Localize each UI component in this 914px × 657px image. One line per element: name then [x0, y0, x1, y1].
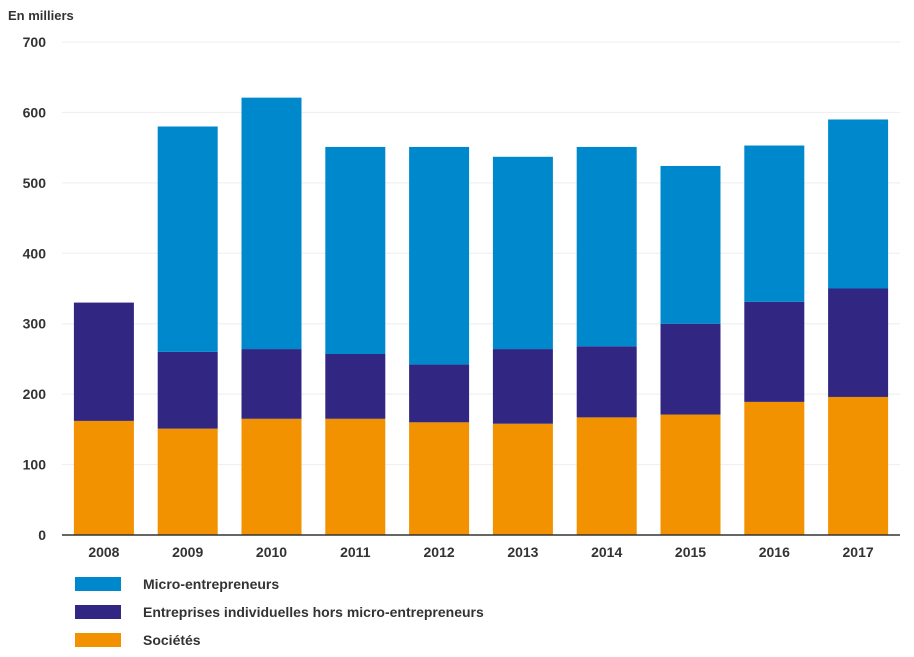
bar-2012-series-0	[409, 422, 470, 535]
bar-2013-series-1	[492, 349, 553, 424]
y-tick-label: 500	[23, 175, 47, 191]
y-tick-label: 200	[23, 386, 47, 402]
x-tick-label: 2011	[340, 544, 371, 560]
y-tick-labels: 0 100 200 300 400 500 600 700	[23, 34, 47, 543]
bar-2016-series-0	[744, 401, 805, 535]
x-tick-label: 2016	[759, 544, 790, 560]
bar-2016-series-1	[744, 301, 805, 402]
legend-swatch	[75, 577, 121, 591]
x-tick-label: 2013	[507, 544, 538, 560]
legend: Micro-entrepreneurs Entreprises individue…	[75, 576, 484, 648]
legend-swatch	[75, 605, 121, 619]
bar-2015-series-2	[660, 165, 721, 324]
x-tick-labels: 2008 2009 2010 2011 2012 2013 2014 2015 2016 2017	[88, 544, 874, 560]
x-tick-label: 2008	[88, 544, 119, 560]
x-tick-label: 2010	[256, 544, 287, 560]
bar-2013-series-2	[492, 156, 553, 350]
x-tick-label: 2009	[172, 544, 203, 560]
y-tick-label: 0	[38, 527, 46, 543]
x-tick-label: 2015	[675, 544, 706, 560]
x-tick-label: 2014	[591, 544, 622, 560]
bar-2010-series-0	[241, 418, 302, 535]
x-tick-label: 2012	[424, 544, 455, 560]
bar-2009-series-2	[157, 126, 218, 352]
bar-2010-series-1	[241, 349, 302, 419]
y-tick-label: 300	[23, 316, 47, 332]
legend-swatch	[75, 633, 121, 647]
bar-2011-series-0	[325, 418, 386, 535]
bar-2012-series-1	[409, 364, 470, 423]
legend-label: Sociétés	[143, 632, 201, 648]
bar-2011-series-2	[325, 146, 386, 354]
bar-2014-series-0	[576, 417, 637, 535]
bar-2010-series-2	[241, 97, 302, 350]
bar-2017-series-0	[828, 396, 889, 535]
bar-2013-series-0	[492, 423, 553, 535]
bar-2008-series-0	[73, 420, 134, 535]
x-tick-label: 2017	[843, 544, 874, 560]
legend-label: Micro-entrepreneurs	[143, 576, 279, 592]
bar-2011-series-1	[325, 353, 386, 419]
bar-2015-series-0	[660, 414, 721, 535]
y-tick-label: 400	[23, 245, 47, 261]
y-tick-label: 600	[23, 104, 47, 120]
bar-2014-series-2	[576, 146, 637, 347]
bar-2009-series-0	[157, 428, 218, 535]
bar-2016-series-2	[744, 145, 805, 302]
legend-label: Entreprises individuelles hors micro-ent…	[143, 604, 484, 620]
bar-2017-series-2	[828, 119, 889, 289]
bar-2014-series-1	[576, 346, 637, 418]
bar-2017-series-1	[828, 288, 889, 397]
bar-2009-series-1	[157, 351, 218, 429]
bar-2015-series-1	[660, 323, 721, 415]
y-axis-label: En milliers	[8, 8, 74, 23]
bars	[73, 97, 889, 535]
y-tick-label: 700	[23, 34, 47, 50]
bar-2008-series-1	[73, 302, 134, 421]
y-tick-label: 100	[23, 457, 47, 473]
bar-2012-series-2	[409, 146, 470, 365]
